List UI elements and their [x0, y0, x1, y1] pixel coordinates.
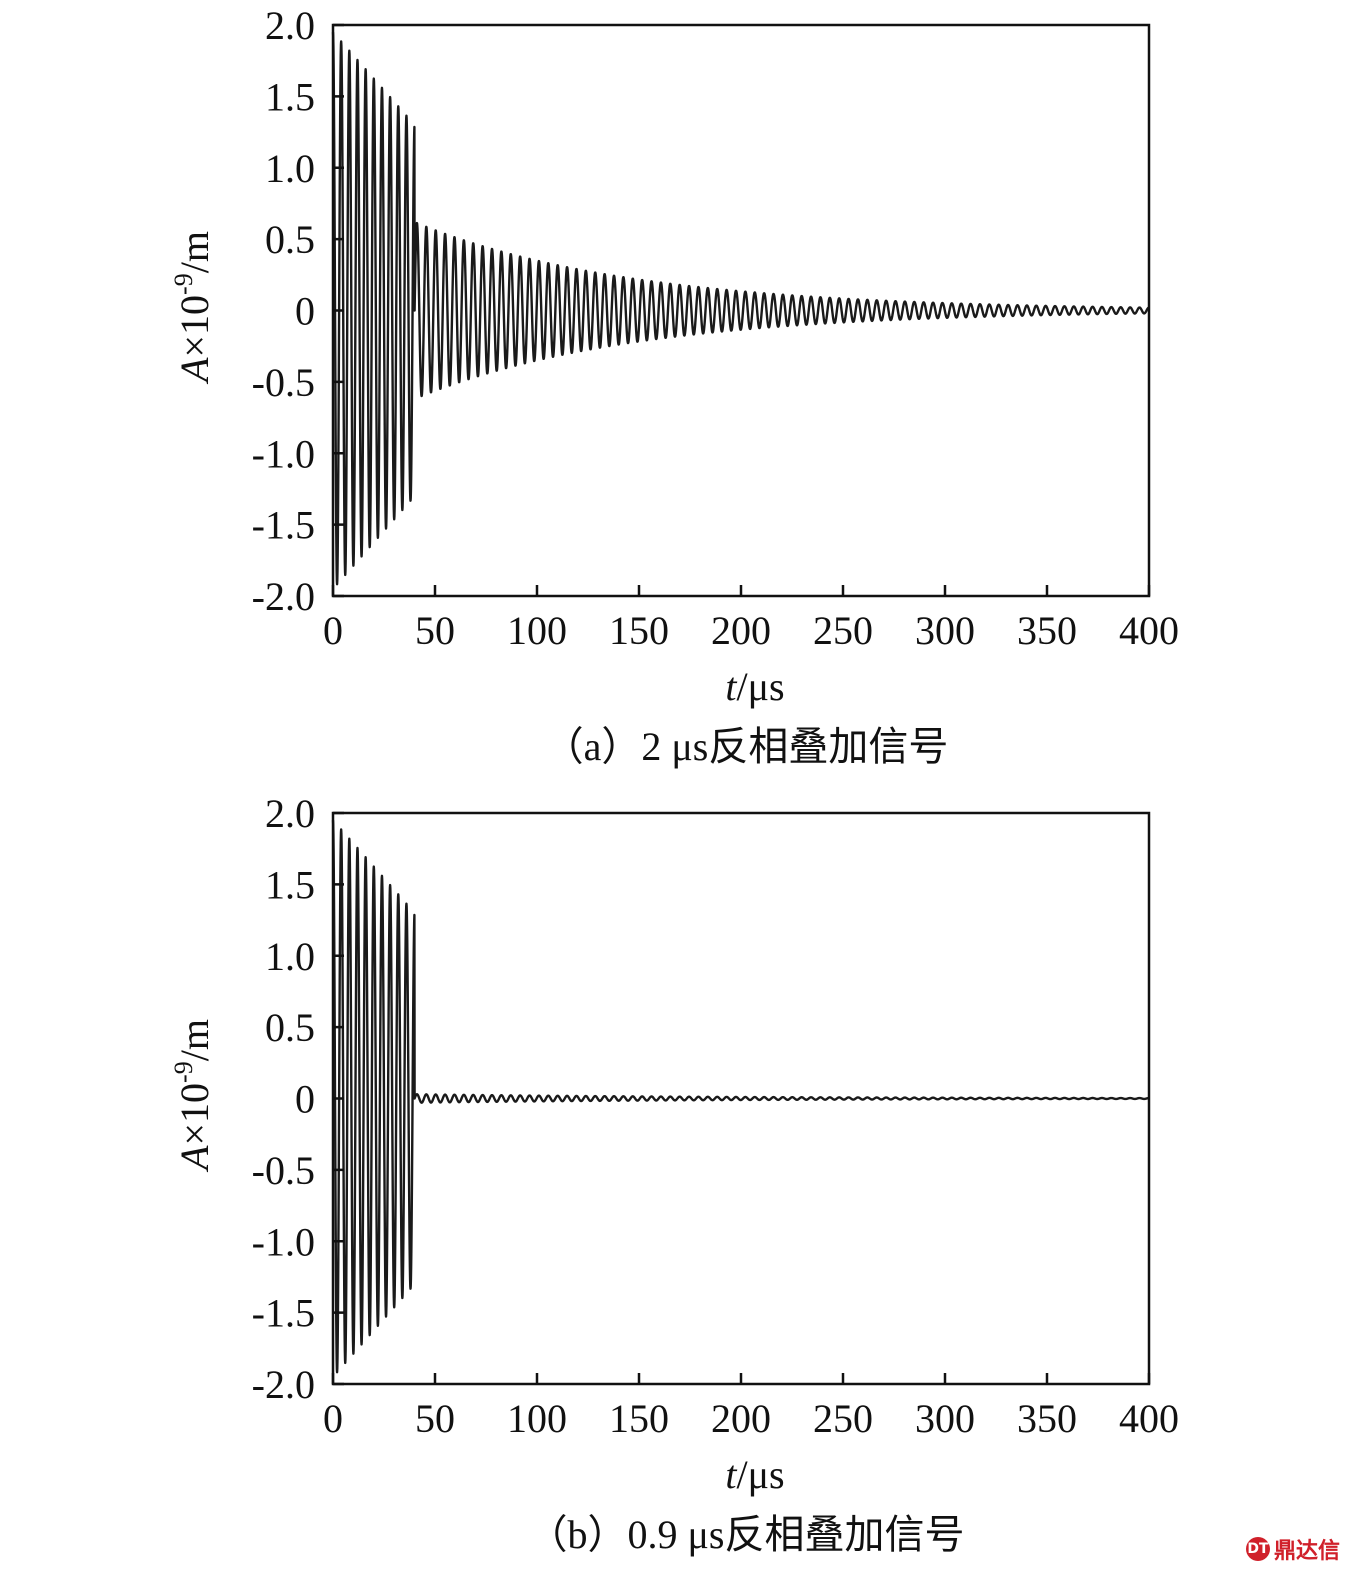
chart-b-y-tick-label: 0 [295, 1077, 315, 1122]
chart-a-y-tick-label: -0.5 [252, 360, 315, 405]
chart-b-x-tick-label: 0 [323, 1396, 343, 1441]
watermark-logo-icon: DT [1245, 1537, 1270, 1561]
chart-a-y-tick-label: 1.5 [265, 74, 315, 119]
watermark: DT 鼎达信 [1245, 1533, 1340, 1565]
chart-b-x-tick-label: 150 [609, 1396, 669, 1441]
chart-a-y-tick-label: -2.0 [252, 574, 315, 619]
chart-a-y-tick-label: 0.5 [265, 217, 315, 262]
chart-a-y-tick-label: -1.0 [252, 431, 315, 476]
chart-b-y-tick-label: -1.5 [252, 1291, 315, 1336]
chart-b-series-line [331, 820, 1150, 1374]
chart-a-x-tick-label: 0 [323, 608, 343, 653]
chart-b-y-tick-label: -1.0 [252, 1219, 315, 1264]
chart-b-x-tick-label: 250 [813, 1396, 873, 1441]
chart-a-x-tick-label: 350 [1017, 608, 1077, 653]
chart-b-y-tick-label: -2.0 [252, 1362, 315, 1407]
chart-a-y-tick-label: 2.0 [265, 3, 315, 48]
chart-a-plot-frame [331, 23, 1151, 598]
chart-b-x-tick-label: 400 [1119, 1396, 1179, 1441]
chart-b-x-tick-label: 100 [507, 1396, 567, 1441]
chart-b-y-tick-label: 2.0 [265, 791, 315, 836]
chart-b-y-tick-label: 0.5 [265, 1005, 315, 1050]
chart-a-y-tick-label: 0 [295, 289, 315, 334]
chart-a-x-tick-label: 50 [415, 608, 455, 653]
chart-b-x-tick-label: 50 [415, 1396, 455, 1441]
chart-a-x-tick-label: 300 [915, 608, 975, 653]
chart-a-x-tick-label: 250 [813, 608, 873, 653]
chart-a-y-axis-label: A×10-9/m [169, 231, 217, 385]
chart-b-x-tick-label: 200 [711, 1396, 771, 1441]
chart-panel-b: 0 50 100 150 200 250 300 350 400 2.0 1.5 1.0 0.5 0 -0.… [169, 791, 1179, 1557]
watermark-text: 鼎达信 [1273, 1539, 1340, 1564]
chart-b-caption: （b）0.9 μs反相叠加信号 [527, 1512, 964, 1557]
chart-a-x-tick-label: 400 [1119, 608, 1179, 653]
chart-panel-a: 0 50 100 150 200 250 300 350 400 2.0 1.5 1.0 0.5 0 -0.… [169, 3, 1179, 769]
chart-a-series-line [331, 32, 1150, 586]
chart-a-x-axis-label: t/μs [725, 664, 784, 709]
chart-b-y-tick-label: 1.5 [265, 862, 315, 907]
chart-b-x-tick-label: 300 [915, 1396, 975, 1441]
chart-b-y-axis-label: A×10-9/m [169, 1019, 217, 1173]
chart-a-y-tick-label: -1.5 [252, 503, 315, 548]
chart-a-x-tick-label: 100 [507, 608, 567, 653]
chart-b-x-tick-label: 350 [1017, 1396, 1077, 1441]
chart-b-x-axis-label: t/μs [725, 1452, 784, 1497]
chart-a-y-tick-label: 1.0 [265, 146, 315, 191]
chart-b-y-tick-label: -0.5 [252, 1148, 315, 1193]
chart-a-caption: （a）2 μs反相叠加信号 [544, 724, 949, 769]
chart-b-y-tick-label: 1.0 [265, 934, 315, 979]
chart-a-x-tick-label: 150 [609, 608, 669, 653]
chart-a-x-tick-label: 200 [711, 608, 771, 653]
